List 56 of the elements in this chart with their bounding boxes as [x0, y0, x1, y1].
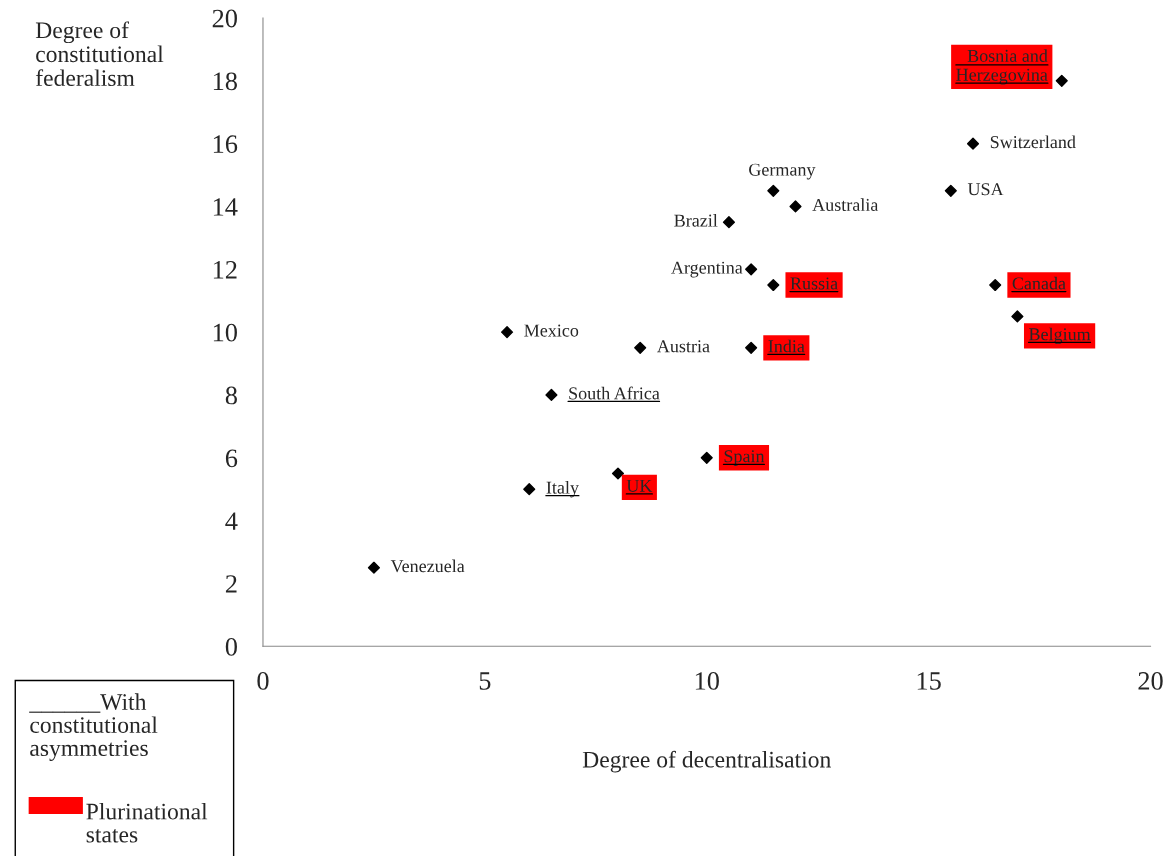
annotation: India	[768, 339, 805, 353]
point	[545, 388, 558, 402]
y-tick-label: 18	[213, 72, 237, 91]
x-tick-label: 5	[479, 672, 491, 690]
x-tick-label: 20	[1138, 672, 1163, 690]
y-tick-label: 2	[225, 575, 237, 593]
y-tick-label: 12	[213, 260, 237, 279]
point	[722, 216, 736, 229]
annotation: Mexico	[524, 324, 579, 337]
point	[700, 451, 713, 464]
y-tick-label: 6	[225, 449, 238, 468]
annotation: Belgium	[1029, 327, 1091, 345]
x-axis-title: Degree of decentralisation	[582, 750, 831, 773]
point	[989, 278, 1002, 292]
annotation: UK	[626, 479, 653, 492]
annotation: USA	[967, 183, 1004, 196]
annotation: Australia	[812, 198, 879, 211]
annotation: Italy	[546, 480, 579, 498]
point	[500, 326, 514, 339]
y-tick-label: 8	[225, 386, 237, 405]
point	[745, 341, 758, 354]
text: Plurinational states	[86, 802, 208, 843]
annotation: Germany	[749, 163, 816, 180]
annotation: Argentina	[671, 261, 743, 278]
point	[611, 467, 625, 480]
y-tick-label: 20	[212, 9, 237, 28]
point	[1055, 74, 1068, 87]
point	[767, 184, 780, 197]
annotation: Spain	[724, 450, 765, 466]
point	[966, 137, 980, 150]
annotation: Bosnia and Herzegovina	[956, 49, 1048, 85]
point	[789, 200, 802, 213]
x-tick-label: 0	[257, 672, 269, 690]
x-tick-label: 15	[917, 672, 941, 690]
point	[944, 184, 957, 197]
y-tick-label: 16	[213, 135, 238, 154]
point	[367, 561, 380, 574]
y-tick-label: 14	[213, 198, 238, 216]
y-tick-label: 4	[225, 512, 238, 530]
x-tick-label: 10	[695, 672, 719, 690]
y-tick-label: 0	[225, 637, 237, 656]
annotation: South Africa	[569, 386, 660, 400]
point	[634, 341, 647, 354]
annotation: Austria	[657, 340, 710, 353]
annotation: Russia	[790, 277, 838, 290]
point	[1011, 310, 1024, 323]
annotation: Canada	[1012, 276, 1066, 290]
point	[523, 483, 536, 496]
annotation: Brazil	[674, 213, 718, 227]
y-axis-title: Degree of constitutional federalism	[35, 21, 164, 87]
annotation: Switzerland	[990, 135, 1076, 149]
y-tick-label: 10	[213, 323, 237, 342]
point	[745, 263, 758, 276]
annotation: Venezuela	[390, 559, 465, 573]
point	[767, 278, 780, 292]
text: ______With constitutional asymmetries	[29, 693, 158, 761]
